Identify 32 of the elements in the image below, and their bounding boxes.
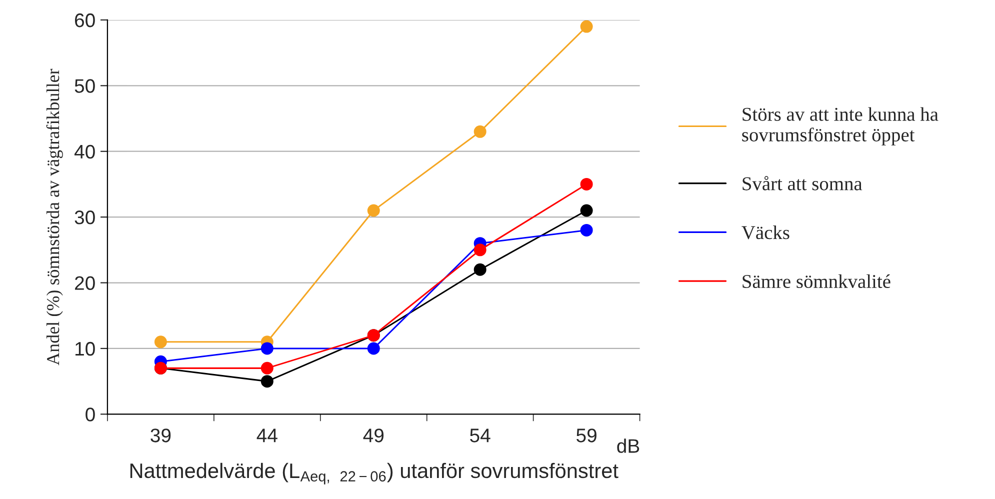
y-tick-label: 40 <box>74 144 95 159</box>
point <box>154 336 167 348</box>
x-tick-label: 59 <box>576 428 596 442</box>
point <box>580 224 593 236</box>
legend-label: Sämre sömnkvalité <box>742 274 890 288</box>
y-tick-label: 0 <box>86 408 95 422</box>
y-axis-title: Andel (%) sömnstörda av vägtrafikbuller <box>46 68 63 366</box>
point <box>367 342 380 355</box>
point <box>580 204 593 217</box>
point <box>260 375 274 388</box>
point <box>367 204 380 217</box>
point <box>580 178 593 190</box>
legend-label: Svårt att somna <box>742 176 862 190</box>
y-tick-label: 20 <box>75 276 95 290</box>
x-tick-label: 54 <box>470 428 490 442</box>
x-tick-label: 39 <box>150 428 171 442</box>
x-tick-label: 49 <box>363 428 384 442</box>
y-tick-label: 50 <box>74 79 95 93</box>
point <box>474 125 486 138</box>
x-tick-label: 44 <box>256 428 278 442</box>
text: dB <box>617 438 640 453</box>
point <box>260 342 274 355</box>
y-tick-label: 60 <box>75 13 95 28</box>
point <box>474 263 486 276</box>
legend-label: Störs av att inte kunna ha sovrumsfönstret öppet <box>742 107 938 146</box>
legend-label: Väcks <box>742 226 790 240</box>
y-tick-label: 30 <box>74 210 95 224</box>
x-axis-title: Nattmedelvärde (L$_{Aeq, 22−06}$) utanför sovrumsfönstret <box>130 462 618 484</box>
point <box>474 244 486 256</box>
point <box>260 362 274 374</box>
y-tick-label: 10 <box>76 342 95 356</box>
point <box>580 20 593 33</box>
